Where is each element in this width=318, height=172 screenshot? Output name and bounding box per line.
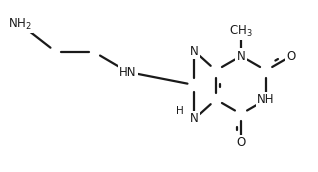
- Text: CH$_3$: CH$_3$: [229, 24, 253, 39]
- Text: N: N: [190, 45, 199, 58]
- Text: N: N: [190, 112, 199, 125]
- Text: O: O: [287, 50, 296, 62]
- Text: NH: NH: [257, 93, 275, 106]
- Text: O: O: [236, 137, 245, 149]
- Text: N: N: [237, 50, 245, 62]
- Text: NH$_2$: NH$_2$: [8, 17, 32, 31]
- Text: HN: HN: [119, 66, 137, 78]
- Text: H: H: [176, 106, 184, 116]
